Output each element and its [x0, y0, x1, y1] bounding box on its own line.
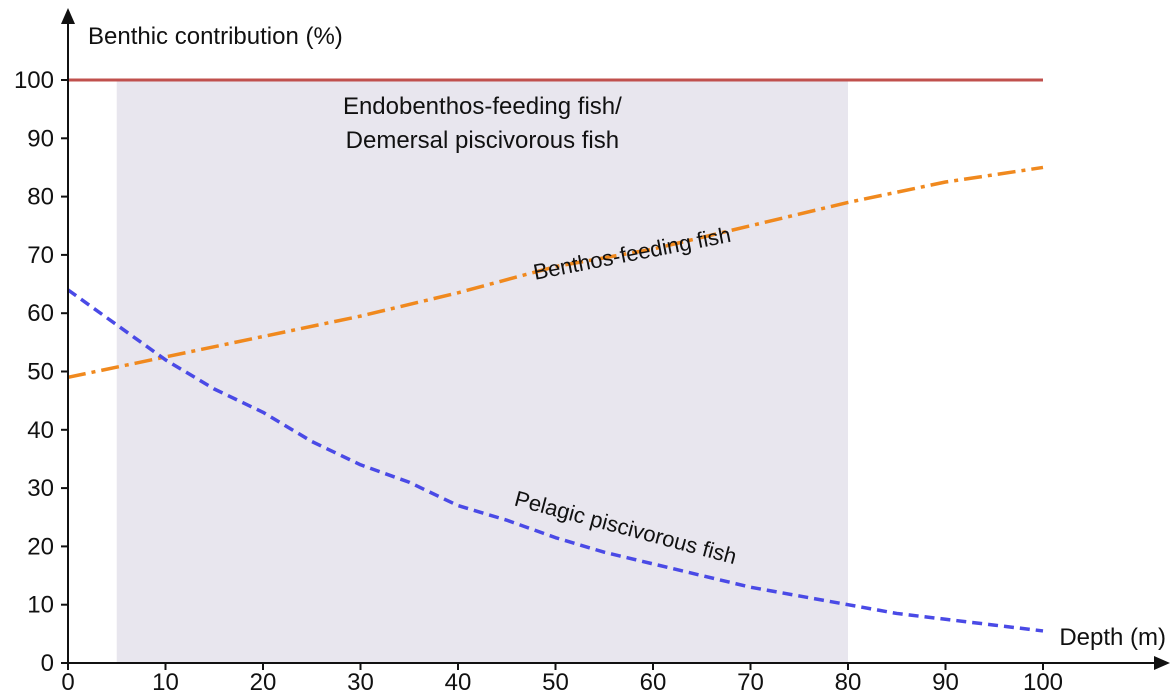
y-tick-label: 60: [27, 300, 54, 327]
series-line-2: [66, 288, 1044, 633]
x-tick-label: 30: [347, 669, 374, 696]
y-tick-label: 80: [27, 184, 54, 211]
y-tick-label: 10: [27, 592, 54, 619]
y-tick-label: 90: [27, 125, 54, 152]
axes-layer: 0 10 20 30 40 50 60 70 80 90 100 0 10 20 30 40 50 60 70 80 9…: [14, 8, 1170, 696]
y-tick-label: 50: [27, 359, 54, 386]
x-tick-label: 70: [737, 669, 764, 696]
y-axis-arrow-icon: [61, 8, 75, 24]
x-tick-label: 40: [445, 669, 472, 696]
series-line-1: [67, 165, 1044, 380]
x-tick-label: 100: [1023, 669, 1063, 696]
x-axis-title: Depth (m): [1059, 624, 1166, 651]
x-tick-label: 50: [542, 669, 569, 696]
y-tick-label: 20: [27, 533, 54, 560]
y-axis-title: Benthic contribution (%): [88, 23, 343, 50]
y-tick-label: 0: [41, 650, 54, 677]
x-axis-arrow-icon: [1154, 656, 1170, 670]
y-tick-label: 30: [27, 475, 54, 502]
x-tick-label: 20: [250, 669, 277, 696]
series-layer: [66, 78, 1044, 633]
y-tick-label: 100: [14, 67, 54, 94]
x-tick-label: 0: [61, 669, 74, 696]
region-label-line: Endobenthos-feeding fish/: [343, 93, 622, 120]
x-tick-label: 90: [932, 669, 959, 696]
x-tick-label: 80: [835, 669, 862, 696]
shaded-region: [116, 80, 848, 663]
shaded-region-layer: [116, 80, 848, 663]
x-tick-label: 10: [152, 669, 179, 696]
x-tick-label: 60: [640, 669, 667, 696]
region-label-line: Demersal piscivorous fish: [346, 127, 619, 154]
y-tick-label: 70: [27, 242, 54, 269]
y-tick-label: 40: [27, 417, 54, 444]
